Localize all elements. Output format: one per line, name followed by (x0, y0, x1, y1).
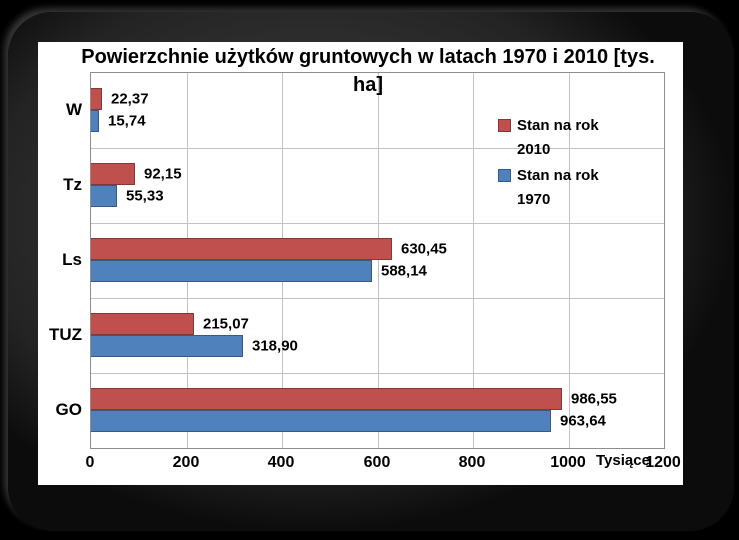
gridline-vertical (473, 73, 474, 448)
x-tick-label: 0 (85, 454, 95, 471)
bar-value-label: 630,45 (401, 240, 447, 258)
bar (91, 110, 99, 132)
legend-label: Stan na rok 1970 (517, 167, 599, 208)
legend-item: Stan na rok 1970 (498, 164, 614, 212)
slide-frame: Powierzchnie użytków gruntowych w latach… (8, 12, 734, 531)
x-tick-label: 1200 (645, 454, 681, 471)
bar-value-label: 215,07 (203, 315, 249, 333)
gridline-horizontal (91, 223, 664, 224)
gridline-vertical (569, 73, 570, 448)
bar-value-label: 588,14 (381, 262, 427, 280)
bar (91, 260, 372, 282)
bar (91, 335, 243, 357)
category-label: W (65, 100, 82, 119)
category-label: Tz (63, 175, 82, 194)
bar-value-label: 318,90 (252, 337, 298, 355)
category-label: GO (55, 400, 82, 419)
bar-value-label: 963,64 (560, 412, 606, 430)
gridline-horizontal (91, 298, 664, 299)
legend-label: Stan na rok 2010 (517, 117, 599, 158)
x-tick-label: 1000 (550, 454, 586, 471)
category-label: Ls (62, 250, 82, 269)
gridline-vertical (378, 73, 379, 448)
category-label: TUZ (48, 325, 82, 344)
x-tick-label: 800 (458, 454, 486, 471)
bar (91, 185, 117, 207)
x-tick-label: 600 (363, 454, 391, 471)
bar-value-label: 55,33 (126, 187, 164, 205)
bar (91, 388, 562, 410)
legend-swatch (498, 169, 511, 182)
legend-swatch (498, 119, 511, 132)
x-tick-label: 200 (172, 454, 200, 471)
axis-unit-label: Tysiące (596, 452, 650, 469)
chart-title: Powierzchnie użytków gruntowych w latach… (81, 46, 655, 96)
gridline-horizontal (91, 148, 664, 149)
x-tick-label: 400 (267, 454, 295, 471)
gridline-horizontal (91, 373, 664, 374)
bar-value-label: 22,37 (111, 90, 149, 108)
bar-value-label: 986,55 (571, 390, 617, 408)
legend: Stan na rok 2010 Stan na rok 1970 (498, 114, 614, 214)
bar-value-label: 92,15 (144, 165, 182, 183)
bar (91, 238, 392, 260)
bar (91, 163, 135, 185)
bar (91, 88, 102, 110)
chart-card: Powierzchnie użytków gruntowych w latach… (38, 42, 683, 485)
plot-area: 22,37 92,15 630,45 215,07 986,55 15,74 55,33 58… (90, 72, 665, 449)
bar (91, 313, 194, 335)
bar-value-label: 15,74 (108, 112, 146, 130)
legend-item: Stan na rok 2010 (498, 114, 614, 162)
bar (91, 410, 551, 432)
